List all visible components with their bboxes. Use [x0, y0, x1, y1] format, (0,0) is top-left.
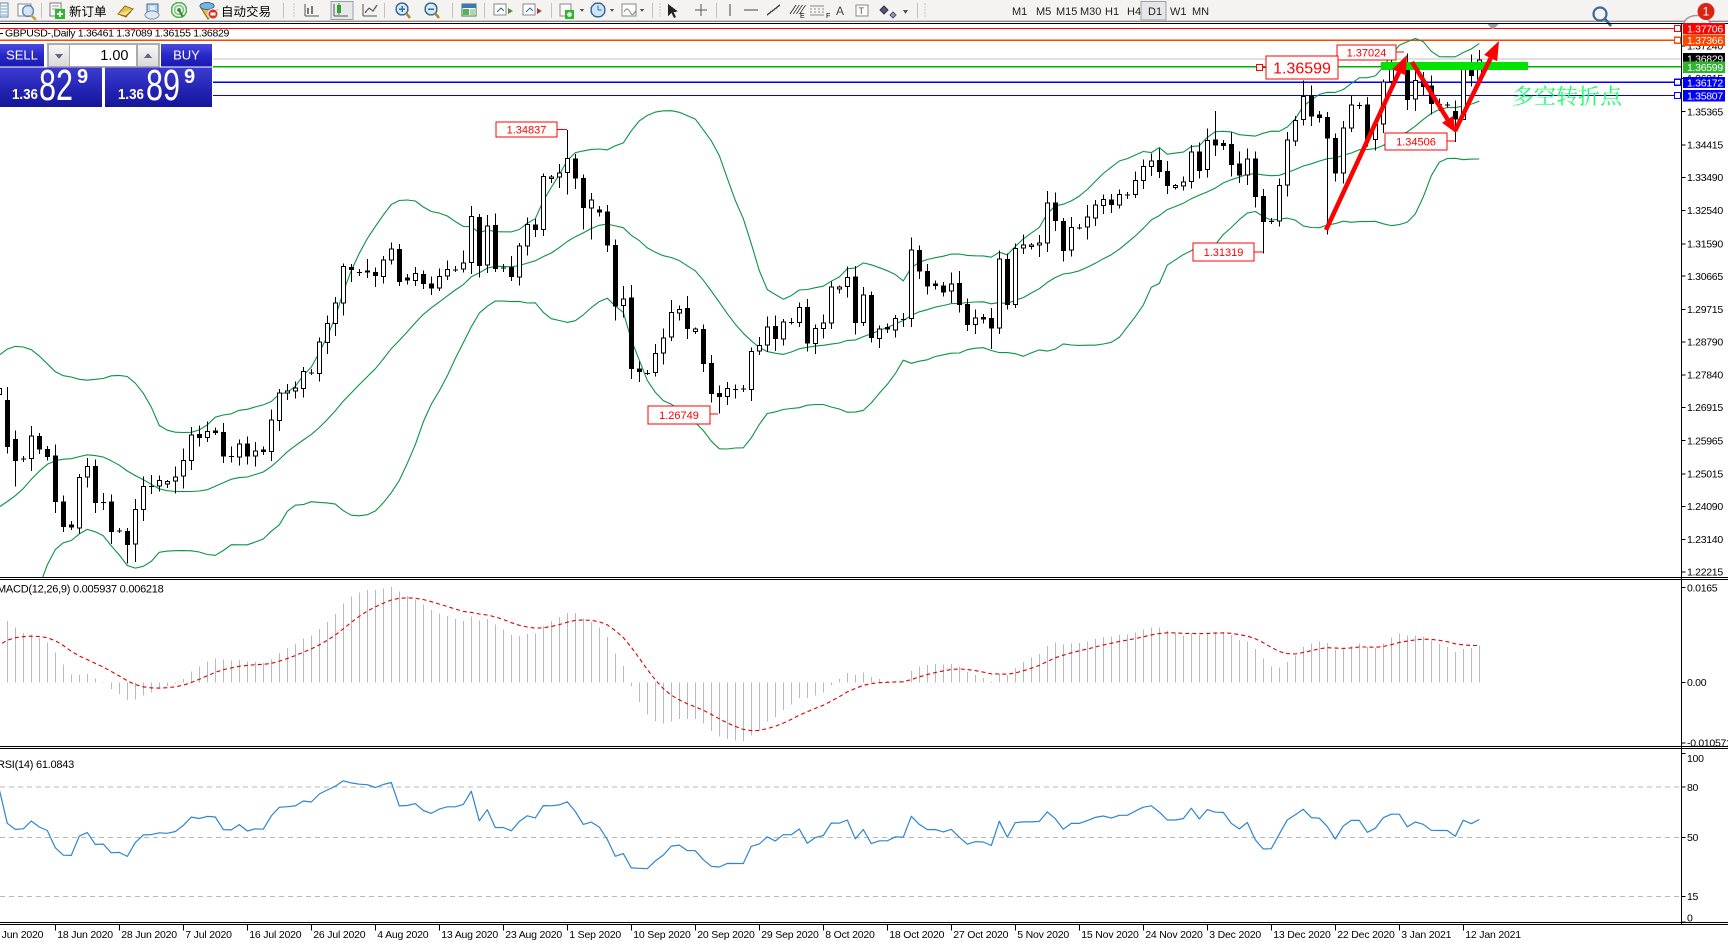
svg-text:12 Jan 2021: 12 Jan 2021	[1465, 929, 1521, 941]
svg-text:D1: D1	[1148, 6, 1162, 18]
svg-text:1.26915: 1.26915	[1687, 402, 1723, 414]
svg-text:3 Jan 2021: 3 Jan 2021	[1401, 929, 1451, 941]
svg-text:8 Oct 2020: 8 Oct 2020	[825, 929, 875, 941]
svg-text:9: 9	[184, 66, 195, 88]
svg-text:E: E	[800, 13, 805, 20]
svg-text:1.24090: 1.24090	[1687, 501, 1723, 513]
svg-text:1.35807: 1.35807	[1687, 91, 1723, 103]
svg-text:28 Jun 2020: 28 Jun 2020	[121, 929, 177, 941]
svg-text:M1: M1	[1012, 6, 1027, 18]
svg-text:24 Nov 2020: 24 Nov 2020	[1145, 929, 1203, 941]
svg-text:100: 100	[1687, 753, 1704, 765]
svg-text:80: 80	[1687, 782, 1699, 794]
svg-text:3 Dec 2020: 3 Dec 2020	[1209, 929, 1261, 941]
svg-text:1.37706: 1.37706	[1687, 23, 1723, 35]
svg-text:1.00: 1.00	[100, 48, 128, 64]
svg-text:7 Jul 2020: 7 Jul 2020	[185, 929, 232, 941]
svg-text:1.36599: 1.36599	[1687, 62, 1723, 74]
svg-text:H4: H4	[1127, 6, 1141, 18]
svg-text:27 Oct 2020: 27 Oct 2020	[953, 929, 1008, 941]
svg-text:T: T	[859, 6, 865, 16]
svg-text:W1: W1	[1170, 6, 1187, 18]
svg-text:F: F	[826, 13, 830, 20]
svg-text:23 Aug 2020: 23 Aug 2020	[505, 929, 562, 941]
svg-text:1.36: 1.36	[118, 87, 144, 103]
svg-text:SELL: SELL	[6, 48, 38, 63]
svg-text:M5: M5	[1036, 6, 1051, 18]
svg-text:M30: M30	[1080, 6, 1101, 18]
svg-text:13 Aug 2020: 13 Aug 2020	[441, 929, 498, 941]
svg-text:1.28790: 1.28790	[1687, 336, 1723, 348]
svg-text:1.27840: 1.27840	[1687, 370, 1723, 382]
svg-text:1.37024: 1.37024	[1347, 48, 1387, 60]
svg-text:1 Sep 2020: 1 Sep 2020	[569, 929, 621, 941]
svg-text:1.31319: 1.31319	[1204, 247, 1244, 259]
svg-text:50: 50	[1687, 832, 1699, 844]
svg-text:1.33490: 1.33490	[1687, 172, 1723, 184]
svg-text:RSI(14) 61.0843: RSI(14) 61.0843	[0, 759, 74, 771]
svg-text:0.0165: 0.0165	[1687, 582, 1718, 594]
svg-text:1.36172: 1.36172	[1687, 77, 1723, 89]
svg-text:15 Nov 2020: 15 Nov 2020	[1081, 929, 1139, 941]
svg-text:22 Dec 2020: 22 Dec 2020	[1337, 929, 1395, 941]
svg-text:1.25015: 1.25015	[1687, 469, 1723, 481]
svg-text:13 Dec 2020: 13 Dec 2020	[1273, 929, 1331, 941]
svg-text:1.25965: 1.25965	[1687, 435, 1723, 447]
svg-text:1.34415: 1.34415	[1687, 140, 1723, 152]
svg-text:A: A	[836, 4, 844, 18]
svg-text:5 Nov 2020: 5 Nov 2020	[1017, 929, 1069, 941]
svg-text:M15: M15	[1056, 6, 1077, 18]
svg-text:1.37366: 1.37366	[1687, 35, 1723, 47]
svg-text:16 Jul 2020: 16 Jul 2020	[249, 929, 301, 941]
svg-text:1.36599: 1.36599	[1273, 60, 1331, 77]
svg-text:MN: MN	[1192, 6, 1209, 18]
svg-text:BUY: BUY	[173, 48, 200, 63]
svg-text:1.34837: 1.34837	[507, 125, 547, 137]
svg-text:-0.010571: -0.010571	[1687, 738, 1728, 750]
svg-text:1.26749: 1.26749	[659, 410, 699, 422]
svg-text:1.29715: 1.29715	[1687, 304, 1723, 316]
svg-text:1.31590: 1.31590	[1687, 238, 1723, 250]
svg-text:1.30665: 1.30665	[1687, 271, 1723, 283]
svg-text:9: 9	[77, 66, 88, 88]
svg-text:18 Jun 2020: 18 Jun 2020	[57, 929, 113, 941]
svg-text:29 Sep 2020: 29 Sep 2020	[761, 929, 819, 941]
svg-text:1.35365: 1.35365	[1687, 106, 1723, 118]
svg-text:20 Sep 2020: 20 Sep 2020	[697, 929, 755, 941]
svg-text:1.32540: 1.32540	[1687, 205, 1723, 217]
svg-text:H1: H1	[1105, 6, 1119, 18]
svg-text:82: 82	[39, 61, 73, 110]
svg-text:1.22215: 1.22215	[1687, 567, 1723, 579]
svg-text:GBPUSD-,Daily 1.36461 1.37089: GBPUSD-,Daily 1.36461 1.37089 1.36155 1.…	[5, 28, 230, 40]
svg-text:15: 15	[1687, 891, 1699, 903]
svg-text:1.23140: 1.23140	[1687, 534, 1723, 546]
svg-text:18 Oct 2020: 18 Oct 2020	[889, 929, 944, 941]
svg-text:MACD(12,26,9) 0.005937 0.00621: MACD(12,26,9) 0.005937 0.006218	[0, 584, 164, 596]
svg-text:0: 0	[1687, 913, 1693, 925]
svg-text:10 Sep 2020: 10 Sep 2020	[633, 929, 691, 941]
svg-text:0.00: 0.00	[1687, 677, 1707, 689]
svg-text:1.34506: 1.34506	[1396, 137, 1436, 149]
svg-text:1.36: 1.36	[12, 87, 38, 103]
svg-text:1: 1	[1703, 5, 1710, 19]
svg-text:89: 89	[146, 61, 180, 110]
svg-text:9 Jun 2020: 9 Jun 2020	[0, 929, 44, 941]
svg-text:4 Aug 2020: 4 Aug 2020	[377, 929, 428, 941]
svg-text:26 Jul 2020: 26 Jul 2020	[313, 929, 365, 941]
